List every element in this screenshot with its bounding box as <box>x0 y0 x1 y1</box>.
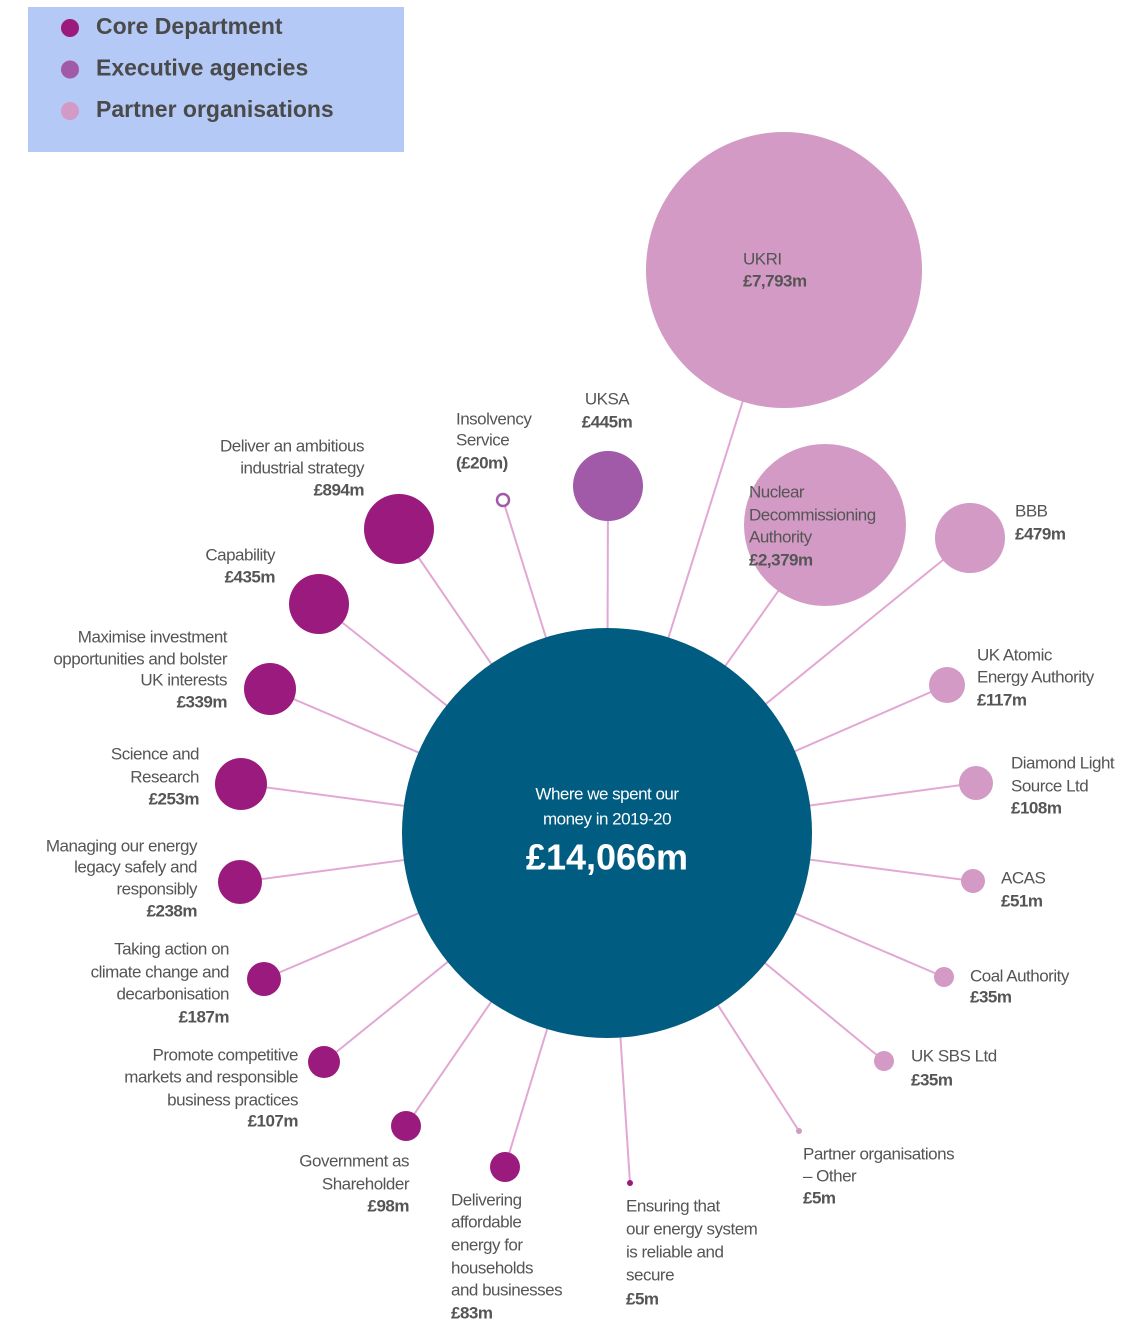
node-label: is reliable and <box>626 1242 723 1261</box>
node-amount: £238m <box>147 901 198 920</box>
legend-dot <box>61 102 79 120</box>
node <box>308 1046 340 1078</box>
node <box>218 860 262 904</box>
legend-dot <box>61 60 79 79</box>
node <box>959 766 993 800</box>
legend-dot <box>61 19 79 37</box>
node-amount: (£20m) <box>456 453 508 472</box>
node-label: Managing our energy <box>46 836 198 855</box>
node-label: Maximise investment <box>78 627 228 646</box>
node-label: industrial strategy <box>240 458 365 477</box>
node <box>495 492 511 508</box>
node-label: Source Ltd <box>1011 776 1088 795</box>
node-amount: £2,379m <box>749 550 813 569</box>
legend-label: Partner organisations <box>96 96 334 122</box>
node-amount: £107m <box>248 1111 299 1130</box>
node-amount: £117m <box>977 690 1027 709</box>
node-label: households <box>451 1258 533 1277</box>
node-label: responsibly <box>117 879 198 898</box>
node-amount: £7,793m <box>743 271 807 290</box>
node-label: Ensuring that <box>626 1196 720 1215</box>
node-label: Shareholder <box>322 1174 410 1193</box>
node-amount: £187m <box>179 1007 230 1026</box>
node <box>929 667 965 703</box>
node <box>244 663 296 715</box>
node-amount: £51m <box>1001 891 1043 910</box>
node-label: Nuclear <box>749 482 805 501</box>
center-caption: money in 2019-20 <box>543 809 671 828</box>
node-label: opportunities and bolster <box>53 649 228 668</box>
node-amount: £35m <box>970 987 1012 1006</box>
node <box>289 574 349 634</box>
node-amount: £98m <box>368 1196 410 1215</box>
node-label: markets and responsible <box>124 1067 298 1086</box>
node-label: Research <box>130 767 199 786</box>
node-label: – Other <box>803 1166 857 1185</box>
node-label: UK Atomic <box>977 645 1053 664</box>
node-label: affordable <box>451 1212 521 1231</box>
node-label: Decommissioning <box>749 505 876 524</box>
node-label: Coal Authority <box>970 966 1070 985</box>
node-amount: £445m <box>582 412 633 431</box>
node-amount: £5m <box>803 1188 836 1207</box>
node-amount: £435m <box>225 567 276 586</box>
node-label: climate change and <box>91 962 229 981</box>
node-label: Diamond Light <box>1011 753 1115 772</box>
node <box>744 444 906 606</box>
node-amount: £894m <box>314 480 365 499</box>
node-amount: £479m <box>1015 524 1066 543</box>
node-label: Partner organisations <box>803 1144 954 1163</box>
node-label: Science and <box>111 744 199 763</box>
node-amount: £35m <box>911 1070 953 1089</box>
node <box>874 1051 894 1071</box>
legend-box <box>28 7 404 152</box>
node-label: our energy system <box>626 1219 758 1238</box>
node-label: Delivering <box>451 1190 522 1209</box>
node <box>247 962 281 996</box>
node-amount: £83m <box>451 1303 493 1322</box>
node <box>215 758 267 810</box>
node-amount: £253m <box>149 789 200 808</box>
center-circle <box>402 628 812 1038</box>
node <box>391 1111 421 1141</box>
node-label: UK SBS Ltd <box>911 1046 997 1065</box>
node-label: Deliver an ambitious <box>220 436 364 455</box>
node-label: secure <box>626 1265 674 1284</box>
node-label: Insolvency <box>456 409 532 428</box>
node-label: Government as <box>299 1151 409 1170</box>
node <box>796 1128 802 1134</box>
node <box>627 1180 633 1186</box>
center-total: £14,066m <box>526 837 688 878</box>
node <box>961 869 985 893</box>
node-label: ACAS <box>1001 868 1045 887</box>
node-label: legacy safely and <box>74 857 197 876</box>
node-label: energy for <box>451 1235 523 1254</box>
node <box>646 132 922 408</box>
node-amount: £5m <box>626 1289 659 1308</box>
center-caption: Where we spent our <box>535 784 679 803</box>
node-label: and businesses <box>451 1280 562 1299</box>
node-label: UKSA <box>585 389 630 408</box>
node-label: UKRI <box>743 249 782 268</box>
node-label: UK interests <box>140 670 227 689</box>
legend-label: Executive agencies <box>96 55 308 81</box>
node <box>490 1152 520 1182</box>
node <box>934 967 954 987</box>
node-amount: £339m <box>177 692 228 711</box>
node-label: Promote competitive <box>153 1045 298 1064</box>
node-label: Capability <box>205 545 276 564</box>
node-label: Authority <box>749 527 813 546</box>
legend-label: Core Department <box>96 13 283 39</box>
node <box>935 503 1005 573</box>
node-label: Taking action on <box>114 939 229 958</box>
node-label: business practices <box>167 1090 298 1109</box>
node <box>573 451 643 521</box>
node-amount: £108m <box>1011 798 1062 817</box>
node-label: decarbonisation <box>116 984 229 1003</box>
node <box>364 494 434 564</box>
node-label: BBB <box>1015 501 1048 520</box>
node-label: Service <box>456 430 509 449</box>
node-label: Energy Authority <box>977 667 1095 686</box>
